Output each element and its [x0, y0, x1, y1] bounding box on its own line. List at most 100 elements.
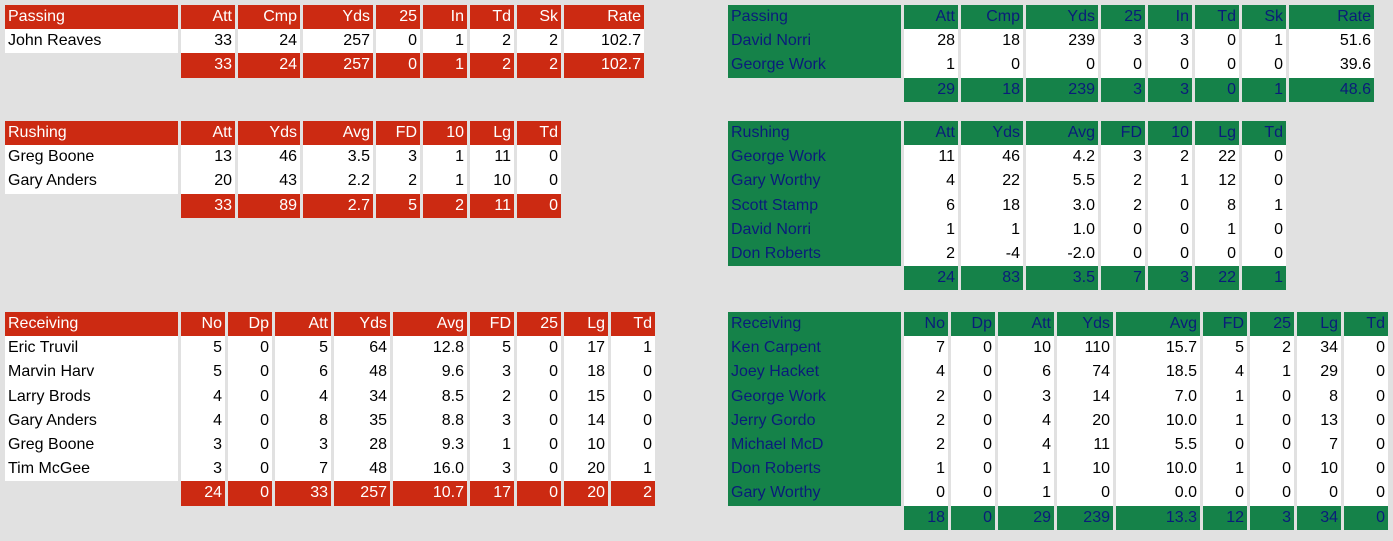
stat-cell: 0 [1195, 29, 1239, 54]
stat-cell: 2 [904, 241, 958, 267]
column-header: Td [1195, 5, 1239, 30]
total-cell: 13.3 [1116, 505, 1200, 530]
stat-cell: 20 [181, 169, 235, 194]
column-header: Yds [334, 312, 390, 337]
stat-cell: 2 [470, 29, 514, 54]
totals-row: 33 89 2.7 5 2 11 0 [5, 193, 561, 218]
total-cell: 18 [904, 505, 948, 530]
player-row: Jerry Gordo 2 0 4 20 10.0 1 0 13 0 [728, 408, 1388, 433]
stat-cell: 5 [470, 336, 514, 361]
player-name: Gary Anders [5, 408, 178, 433]
total-cell: 17 [470, 481, 514, 506]
column-header: Att [181, 121, 235, 146]
stat-cell: 0 [951, 432, 995, 458]
stat-cell: 2 [1101, 193, 1145, 218]
player-row: Greg Boone 3 0 3 28 9.3 1 0 10 0 [5, 432, 655, 458]
stat-cell: 0 [1101, 53, 1145, 78]
column-header: 25 [376, 5, 420, 30]
total-cell: 257 [334, 481, 390, 506]
header-row: Receiving No Dp Att Yds Avg FD 25 Lg Td [728, 312, 1388, 337]
stat-cell: 4 [904, 169, 958, 194]
player-name: Greg Boone [5, 432, 178, 458]
total-cell: 0 [1195, 77, 1239, 102]
player-name: Don Roberts [728, 241, 901, 267]
total-cell: 29 [998, 505, 1054, 530]
column-header: FD [470, 312, 514, 337]
stat-cell: 0 [228, 432, 272, 458]
stat-cell: 3 [998, 384, 1054, 409]
stat-cell: 2 [904, 432, 948, 458]
stat-cell: 0 [517, 408, 561, 433]
player-name: George Work [728, 384, 901, 409]
player-row: George Work 1 0 0 0 0 0 0 39.6 [728, 53, 1374, 78]
stat-cell: 39.6 [1289, 53, 1374, 78]
total-cell: 0 [228, 481, 272, 506]
stat-cell: 4 [998, 432, 1054, 458]
total-cell: 24 [238, 53, 300, 78]
stat-cell: 0 [228, 457, 272, 482]
stat-cell: 4 [275, 384, 331, 409]
section-title: Receiving [728, 312, 901, 337]
stat-cell: 1 [470, 432, 514, 458]
stat-cell: 0 [951, 384, 995, 409]
column-header: Att [904, 5, 958, 30]
stat-cell: 0 [1148, 217, 1192, 242]
stat-cell: 8 [275, 408, 331, 433]
player-row: Gary Worthy 0 0 1 0 0.0 0 0 0 0 [728, 481, 1388, 506]
stat-cell: 5 [275, 336, 331, 361]
total-cell: 239 [1026, 77, 1098, 102]
player-row: John Reaves 33 24 257 0 1 2 2 102.7 [5, 29, 644, 54]
stat-cell: 2.2 [303, 169, 373, 194]
total-cell: 239 [1057, 505, 1113, 530]
stat-cell: 4.2 [1026, 145, 1098, 170]
stat-cell: 0 [517, 384, 561, 409]
stat-cell: 0 [1242, 217, 1286, 242]
totals-row: 18 0 29 239 13.3 12 3 34 0 [728, 505, 1388, 530]
stat-cell: 0 [517, 336, 561, 361]
total-cell: 11 [470, 193, 514, 218]
stat-cell: 1 [1250, 360, 1294, 385]
stat-cell: 8.8 [393, 408, 467, 433]
stat-cell: 12 [1195, 169, 1239, 194]
stat-cell: 0 [517, 145, 561, 170]
stat-cell: 1 [961, 217, 1023, 242]
column-header: Lg [1297, 312, 1341, 337]
stat-cell: 6 [275, 360, 331, 385]
total-cell: 29 [904, 77, 958, 102]
header-row: Receiving No Dp Att Yds Avg FD 25 Lg Td [5, 312, 655, 337]
stat-cell: 0 [1242, 145, 1286, 170]
total-cell: 33 [181, 193, 235, 218]
stat-cell: 18 [564, 360, 608, 385]
left-receiving-table: Receiving No Dp Att Yds Avg FD 25 Lg Td Eric Truvi… [2, 312, 658, 506]
stat-cell: 34 [1297, 336, 1341, 361]
total-cell: 3 [1148, 77, 1192, 102]
stat-cell: 1 [904, 53, 958, 78]
stat-cell: 0 [517, 360, 561, 385]
stat-cell: 0 [1344, 457, 1388, 482]
column-header: Td [470, 5, 514, 30]
section-title: Receiving [5, 312, 178, 337]
stat-cell: 10 [1057, 457, 1113, 482]
total-cell: 3.5 [1026, 266, 1098, 291]
stat-cell: 74 [1057, 360, 1113, 385]
stat-cell: 1 [998, 457, 1054, 482]
column-header: Att [181, 5, 235, 30]
stat-cell: 28 [904, 29, 958, 54]
total-cell: 5 [376, 193, 420, 218]
stat-cell: 20 [564, 457, 608, 482]
stat-cell: 1 [423, 169, 467, 194]
player-name: Ken Carpent [728, 336, 901, 361]
stat-cell: 1 [611, 457, 655, 482]
stat-cell: 0 [1195, 241, 1239, 267]
stat-cell: 8 [1297, 384, 1341, 409]
stat-cell: 34 [334, 384, 390, 409]
stat-cell: 2 [376, 169, 420, 194]
column-header: Yds [303, 5, 373, 30]
player-row: George Work 2 0 3 14 7.0 1 0 8 0 [728, 384, 1388, 409]
player-name: Jerry Gordo [728, 408, 901, 433]
column-header: FD [1203, 312, 1247, 337]
stat-cell: 14 [1057, 384, 1113, 409]
stat-cell: 35 [334, 408, 390, 433]
column-header: 25 [517, 312, 561, 337]
stat-cell: 8.5 [393, 384, 467, 409]
